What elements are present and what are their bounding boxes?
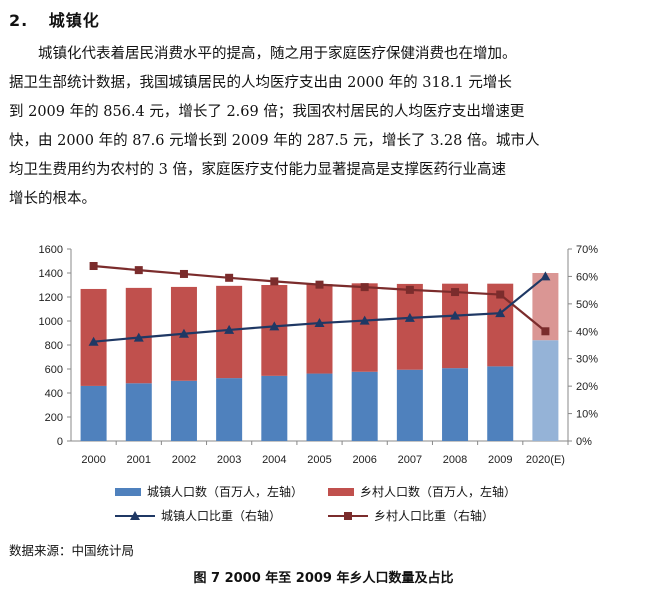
x-axis-tick-label: 2009 [488, 454, 512, 466]
bar-urban-2002 [170, 380, 197, 441]
bar-urban-2000 [80, 385, 107, 441]
point-urban-ratio-2009 [495, 308, 506, 318]
bar-rural-2007 [396, 283, 423, 370]
paragraph-line: 均卫生费用约为农村的 3 倍，家庭医疗支付能力显著提高是支撑医药行业高速 [9, 162, 506, 178]
left-axis-tick-label: 800 [45, 340, 63, 352]
bar-urban-2003 [216, 378, 243, 441]
legend-label: 乡村人口比重（右轴） [374, 509, 495, 523]
point-rural-ratio-2000 [89, 262, 98, 271]
legend-swatch-urban [115, 487, 141, 496]
bar-urban-2001 [125, 383, 152, 441]
left-axis-tick-label: 1200 [39, 292, 63, 304]
paragraph-line: 快，由 2000 年的 87.6 元增长到 2009 年的 287.5 元，增长… [9, 133, 540, 149]
bar-rural-2006 [351, 283, 378, 372]
point-urban-ratio-2000 [88, 336, 99, 346]
right-axis-tick-label: 40% [576, 326, 598, 338]
x-axis-tick-label: 2007 [398, 454, 422, 466]
point-rural-ratio-2002 [179, 269, 188, 278]
bar-urban-2004 [261, 375, 288, 441]
x-axis-tick-label: 2000 [81, 454, 105, 466]
point-rural-ratio-2009 [496, 290, 505, 299]
point-urban-ratio-2004 [269, 321, 280, 331]
x-axis-tick-label: 2002 [172, 454, 196, 466]
bar-urban-2005 [306, 373, 333, 441]
right-axis-tick-label: 10% [576, 409, 598, 421]
bar-rural-2005 [306, 284, 333, 374]
legend-label: 乡村人口数（百万人，左轴） [360, 485, 517, 499]
point-rural-ratio-2004 [270, 277, 279, 286]
point-rural-ratio-2007 [405, 285, 414, 294]
bar-urban-2008 [442, 368, 469, 441]
legend-item-rural-count: 乡村人口数（百万人，左轴） [328, 483, 516, 500]
legend-item-urban-count: 城镇人口数（百万人，左轴） [115, 483, 303, 500]
paragraph-line: 据卫生部统计数据，我国城镇居民的人均医疗支出由 2000 年的 318.1 元增… [9, 75, 512, 91]
legend-swatch-rural [328, 487, 354, 496]
paragraph-line: 增长的根本。 [9, 191, 96, 207]
x-axis-tick-label: 2003 [217, 454, 241, 466]
x-axis-tick-label: 2006 [352, 454, 376, 466]
left-axis-tick-label: 600 [45, 364, 63, 376]
bar-rural-2004 [261, 285, 288, 376]
x-axis-tick-label: 2008 [443, 454, 467, 466]
chart-legend: 城镇人口数（百万人，左轴） 乡村人口数（百万人，左轴） 城镇人口比重（右轴） 乡… [0, 479, 647, 527]
population-chart: 0 200 400 600 800 1000 1200 1400 1600 0% 10% 20% 30%… [39, 244, 599, 466]
left-axis-tick-label: 1400 [39, 268, 63, 280]
legend-item-urban-ratio: 城镇人口比重（右轴） [115, 507, 281, 524]
point-urban-ratio-2003 [224, 324, 235, 334]
bar-urban-2009 [487, 366, 514, 441]
left-axis-tick-label: 200 [45, 412, 63, 424]
paragraph-line: 到 2009 年的 856.4 元，增长了 2.69 倍；我国农村居民的人均医疗… [9, 104, 525, 120]
legend-label: 城镇人口比重（右轴） [161, 509, 282, 523]
left-axis-tick-label: 1000 [39, 316, 63, 328]
section-number: 2. [9, 11, 29, 30]
bar-rural-2008 [442, 283, 469, 369]
point-rural-ratio-2005 [315, 280, 324, 289]
x-axis-tick-label: 2001 [127, 454, 151, 466]
point-urban-ratio-2020(E) [540, 271, 551, 281]
bar-urban-2006 [351, 371, 378, 441]
data-source: 数据来源：中国统计局 [9, 543, 135, 558]
point-urban-ratio-2001 [133, 332, 144, 342]
legend-item-rural-ratio: 乡村人口比重（右轴） [328, 507, 494, 524]
legend-line-rural [328, 511, 368, 520]
point-rural-ratio-2020(E) [541, 327, 550, 336]
x-axis-tick-label: 2020(E) [526, 454, 565, 466]
right-axis-tick-label: 70% [576, 244, 598, 256]
right-axis-tick-label: 60% [576, 271, 598, 283]
left-axis-tick-label: 400 [45, 388, 63, 400]
right-axis-tick-label: 30% [576, 354, 598, 366]
section-title: 城镇化 [48, 11, 100, 30]
bar-urban-2020(E) [532, 340, 559, 441]
point-rural-ratio-2006 [360, 283, 369, 292]
right-axis-tick-label: 50% [576, 299, 598, 311]
point-urban-ratio-2008 [450, 310, 461, 320]
point-rural-ratio-2001 [134, 266, 143, 275]
point-urban-ratio-2002 [178, 328, 189, 338]
left-axis-tick-label: 1600 [39, 244, 63, 256]
right-axis-tick-label: 0% [576, 436, 592, 448]
left-axis-tick-label: 0 [57, 436, 63, 448]
point-urban-ratio-2005 [314, 318, 325, 328]
legend-line-urban [115, 510, 155, 520]
body-paragraph: 城镇化代表着居民消费水平的提高，随之用于家庭医疗保健消费也在增加。 据卫生部统计… [9, 40, 639, 214]
figure-caption: 图 7 2000 年至 2009 年乡人口数量及占比 [193, 571, 454, 586]
point-urban-ratio-2007 [404, 312, 415, 322]
paragraph-line: 城镇化代表着居民消费水平的提高，随之用于家庭医疗保健消费也在增加。 [38, 46, 517, 62]
x-axis-tick-label: 2005 [307, 454, 331, 466]
x-axis-tick-label: 2004 [262, 454, 286, 466]
point-rural-ratio-2003 [225, 273, 234, 282]
point-rural-ratio-2008 [451, 288, 460, 297]
bar-urban-2007 [396, 369, 423, 441]
section-heading: 2. 城镇化 [9, 7, 100, 31]
right-axis-tick-label: 20% [576, 381, 598, 393]
legend-label: 城镇人口数（百万人，左轴） [147, 485, 304, 499]
point-urban-ratio-2006 [359, 315, 370, 325]
